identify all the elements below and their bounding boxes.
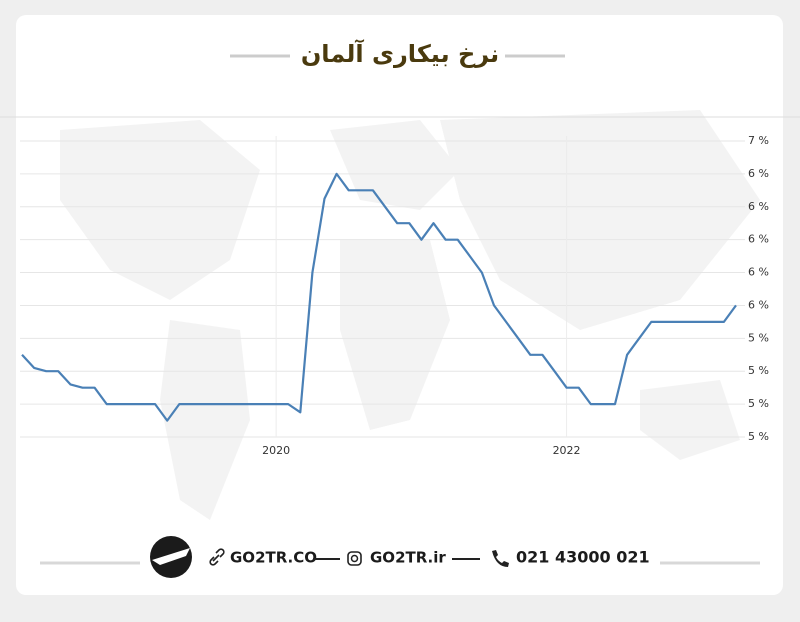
y-tick-label: 5 %	[748, 364, 769, 377]
x-tick-label: 2020	[262, 444, 290, 457]
phone-icon	[492, 550, 509, 567]
logo	[150, 536, 192, 578]
plot: 5 % 5 % 5 % 5 % 6 % 6 % 6 % 6 % 6 % 7 % 2020 2022	[20, 134, 769, 457]
chart-title: نرخ بیکاری آلمان	[301, 39, 499, 68]
x-tick-label: 2022	[553, 444, 581, 457]
y-tick-label: 6 %	[748, 200, 769, 213]
website[interactable]: GO2TR.CO	[230, 549, 317, 567]
y-tick-label: 6 %	[748, 298, 769, 311]
y-tick-label: 6 %	[748, 233, 769, 246]
instagram[interactable]: GO2TR.ir	[370, 549, 446, 567]
y-tick-label: 6 %	[748, 167, 769, 180]
instagram-icon	[350, 554, 359, 563]
y-tick-label: 5 %	[748, 397, 769, 410]
y-tick-label: 6 %	[748, 266, 769, 279]
data-line	[21, 172, 737, 422]
world-map-backdrop	[60, 110, 760, 520]
y-tick-label: 5 %	[748, 430, 769, 443]
phone[interactable]: 021 43000 021	[516, 548, 650, 567]
link-icon	[209, 548, 225, 566]
instagram-icon	[347, 551, 362, 566]
y-tick-label: 7 %	[748, 134, 769, 147]
y-tick-label: 5 %	[748, 331, 769, 344]
